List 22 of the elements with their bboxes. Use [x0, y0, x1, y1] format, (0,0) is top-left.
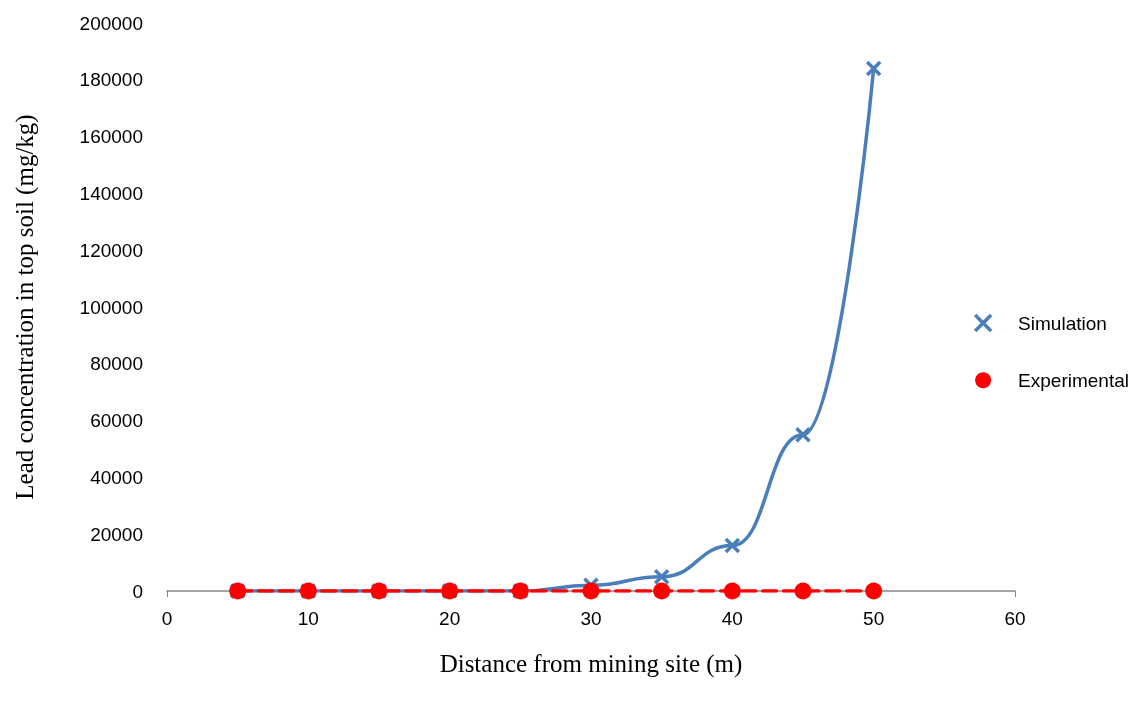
x-axis-title: Distance from mining site (m) [439, 650, 743, 678]
y-axis-title: Lead concentration in top soil (mg/kg) [11, 114, 39, 500]
y-tick-label: 120000 [79, 239, 143, 261]
y-tick-label: 180000 [79, 69, 143, 91]
y-tick-label: 0 [132, 580, 143, 602]
y-tick-label: 40000 [90, 466, 143, 488]
x-tick-label: 0 [161, 608, 173, 629]
y-tick-label: 80000 [90, 353, 143, 375]
legend-label: Experimental [1018, 369, 1130, 391]
legend-label: Simulation [1018, 312, 1107, 334]
x-tick-label: 50 [863, 608, 885, 629]
x-tick-label: 60 [1004, 608, 1026, 629]
y-tick-label: 60000 [90, 410, 143, 432]
y-tick-label: 100000 [79, 296, 143, 318]
y-tick-label: 140000 [79, 182, 143, 204]
x-tick-label: 30 [580, 608, 602, 629]
y-tick-label: 20000 [90, 523, 143, 545]
x-tick-label: 10 [297, 608, 319, 629]
x-tick-label: 40 [721, 608, 743, 629]
y-tick-label: 160000 [79, 126, 143, 148]
y-tick-label: 200000 [79, 12, 143, 34]
x-tick-label: 20 [439, 608, 461, 629]
